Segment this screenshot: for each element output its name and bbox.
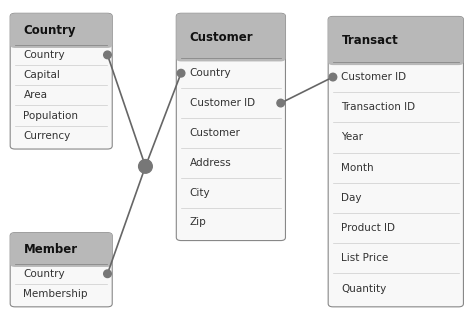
Ellipse shape bbox=[104, 270, 111, 278]
FancyBboxPatch shape bbox=[10, 233, 112, 307]
Bar bbox=[15, 251, 108, 264]
Bar bbox=[15, 32, 108, 45]
FancyBboxPatch shape bbox=[176, 13, 286, 241]
Text: Customer ID: Customer ID bbox=[341, 72, 407, 82]
Bar bbox=[16, 36, 107, 45]
Text: Transaction ID: Transaction ID bbox=[341, 102, 416, 112]
Text: Day: Day bbox=[341, 193, 362, 203]
Text: Country: Country bbox=[23, 269, 65, 279]
Ellipse shape bbox=[139, 159, 152, 173]
FancyBboxPatch shape bbox=[10, 13, 112, 48]
Text: City: City bbox=[189, 188, 210, 197]
Bar bbox=[181, 39, 281, 58]
Text: Year: Year bbox=[341, 133, 364, 142]
Ellipse shape bbox=[104, 51, 111, 59]
Ellipse shape bbox=[329, 73, 337, 81]
Text: Transact: Transact bbox=[341, 34, 398, 47]
FancyBboxPatch shape bbox=[328, 16, 464, 307]
Text: Membership: Membership bbox=[23, 289, 88, 299]
Text: Country: Country bbox=[189, 68, 231, 78]
FancyBboxPatch shape bbox=[10, 13, 112, 149]
Ellipse shape bbox=[177, 69, 185, 77]
Text: Customer ID: Customer ID bbox=[189, 98, 255, 108]
Bar bbox=[16, 256, 107, 264]
Text: Customer: Customer bbox=[189, 128, 240, 138]
Text: Area: Area bbox=[23, 90, 48, 100]
Text: Capital: Capital bbox=[23, 70, 60, 80]
Ellipse shape bbox=[277, 99, 285, 107]
FancyBboxPatch shape bbox=[176, 13, 286, 61]
Text: Member: Member bbox=[23, 243, 78, 256]
Text: Currency: Currency bbox=[23, 131, 71, 141]
Text: Country: Country bbox=[23, 50, 65, 60]
Text: List Price: List Price bbox=[341, 253, 389, 263]
Text: Product ID: Product ID bbox=[341, 223, 396, 233]
Text: Address: Address bbox=[189, 158, 231, 168]
FancyBboxPatch shape bbox=[10, 233, 112, 267]
Text: Quantity: Quantity bbox=[341, 284, 387, 294]
Bar bbox=[334, 49, 458, 62]
FancyBboxPatch shape bbox=[328, 16, 464, 65]
Text: Month: Month bbox=[341, 163, 374, 173]
Bar bbox=[182, 46, 280, 58]
Text: Customer: Customer bbox=[189, 31, 253, 44]
Text: Zip: Zip bbox=[189, 217, 206, 228]
Text: Population: Population bbox=[23, 111, 79, 120]
Bar bbox=[333, 43, 459, 62]
Text: Country: Country bbox=[23, 24, 76, 37]
